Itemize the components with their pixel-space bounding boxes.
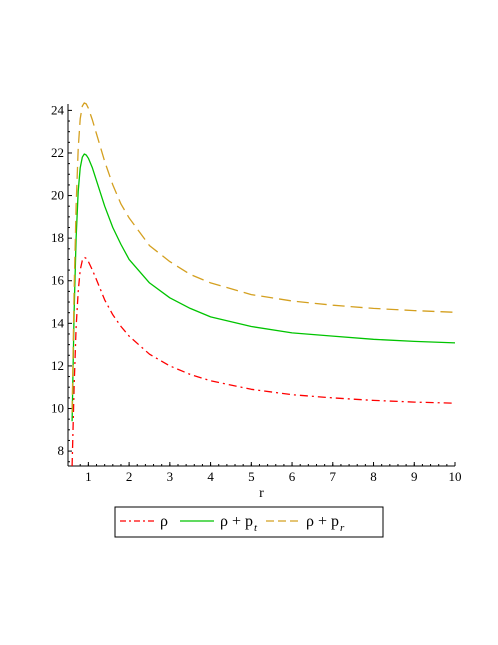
series-line-3	[71, 102, 456, 413]
legend-label-subscript: r	[340, 522, 345, 534]
series-line-2	[71, 153, 456, 422]
y-tick-label: 20	[51, 188, 64, 203]
y-axis-ticks: 8 10 12 14 16 18 20 22 24	[51, 102, 72, 463]
legend-label-2: ρ + pt	[220, 513, 258, 534]
y-tick-label: 22	[51, 145, 64, 160]
series-line-1	[71, 256, 456, 467]
legend-label-main: ρ	[160, 513, 168, 530]
y-tick-label: 18	[51, 230, 64, 245]
x-tick-label: 5	[248, 469, 255, 484]
legend-label-subscript: t	[254, 522, 258, 534]
x-tick-label: 3	[167, 469, 174, 484]
x-tick-label: 7	[330, 469, 337, 484]
x-tick-label: 6	[289, 469, 296, 484]
y-tick-label: 16	[51, 273, 65, 288]
x-tick-label: 4	[207, 469, 214, 484]
axes	[67, 104, 455, 467]
x-axis-ticks: 1 2 3 4 5 6 7 8 9 10	[71, 462, 462, 484]
y-tick-label: 12	[51, 358, 64, 373]
series-lines	[71, 102, 456, 467]
y-tick-label: 10	[51, 401, 64, 416]
x-tick-label: 10	[449, 469, 462, 484]
y-tick-label: 8	[58, 443, 65, 458]
legend-label-main: ρ + p	[306, 513, 339, 530]
legend-label-3: ρ + pr	[306, 513, 345, 534]
x-tick-label: 2	[126, 469, 133, 484]
y-tick-label: 14	[51, 315, 65, 330]
x-axis-title: r	[259, 486, 264, 501]
x-tick-label: 1	[85, 469, 92, 484]
y-tick-label: 24	[51, 102, 65, 117]
legend-box	[114, 506, 384, 538]
legend-label-1: ρ	[160, 513, 168, 530]
x-tick-label: 8	[370, 469, 377, 484]
x-tick-label: 9	[411, 469, 418, 484]
legend-label-main: ρ + p	[220, 513, 253, 530]
